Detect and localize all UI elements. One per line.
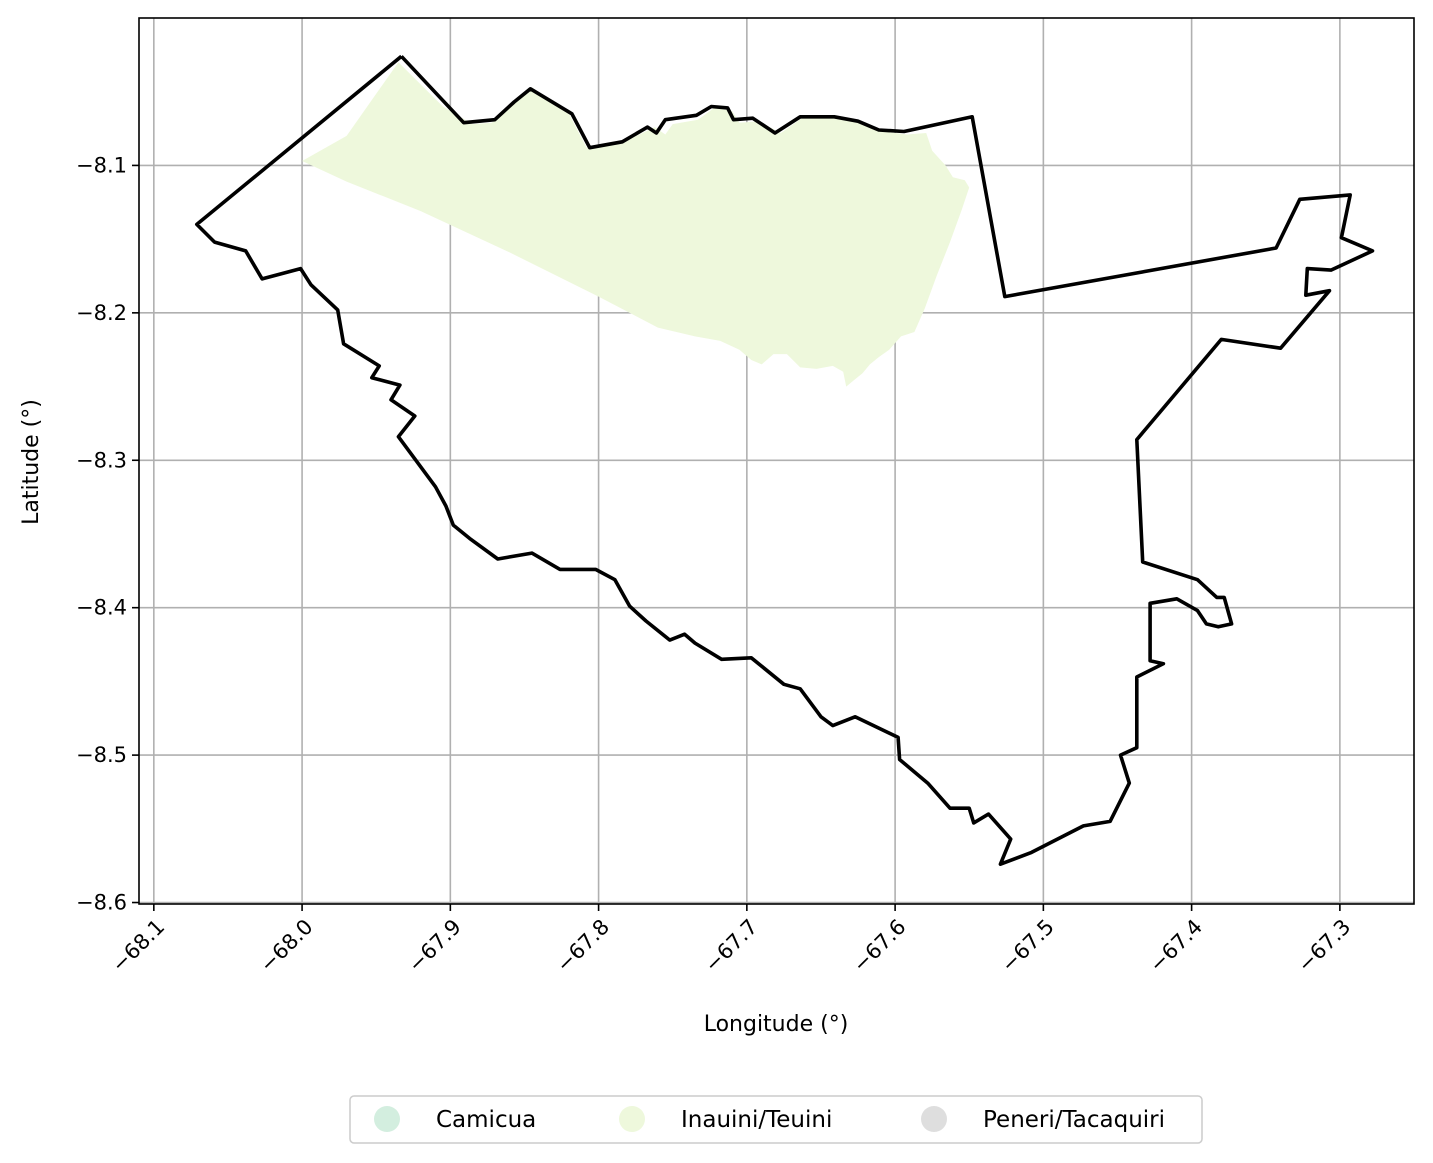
territory-inauini-teuini xyxy=(302,62,970,387)
boundary-outline xyxy=(195,54,1375,866)
y-tick-label-2: −8.3 xyxy=(76,448,127,472)
legend-marker-2 xyxy=(921,1106,947,1132)
legend-box xyxy=(349,1095,1203,1144)
y-tick-label-3: −8.4 xyxy=(76,596,127,620)
y-tick-label-5: −8.6 xyxy=(76,891,127,915)
legend-entries: Camicua Inauini/Teuini Peneri/Tacaquiri xyxy=(374,1106,1165,1133)
plot-area xyxy=(138,17,1415,905)
legend-label-0: Camicua xyxy=(436,1107,536,1133)
legend-marker-1 xyxy=(619,1106,645,1132)
y-tick-label-0: −8.1 xyxy=(76,153,127,177)
y-axis-ticks: −8.1 −8.2 −8.3 −8.4 −8.5 −8.6 xyxy=(76,153,139,915)
y-axis-label: Latitude (°) xyxy=(19,399,44,525)
x-axis-label: Longitude (°) xyxy=(704,1012,849,1037)
legend-label-2: Peneri/Tacaquiri xyxy=(983,1107,1165,1133)
y-tick-label-1: −8.2 xyxy=(76,301,127,325)
legend-marker-0 xyxy=(374,1106,400,1132)
legend: Camicua Inauini/Teuini Peneri/Tacaquiri xyxy=(349,1095,1203,1144)
y-tick-label-4: −8.5 xyxy=(76,743,127,767)
legend-label-1: Inauini/Teuini xyxy=(681,1107,832,1133)
